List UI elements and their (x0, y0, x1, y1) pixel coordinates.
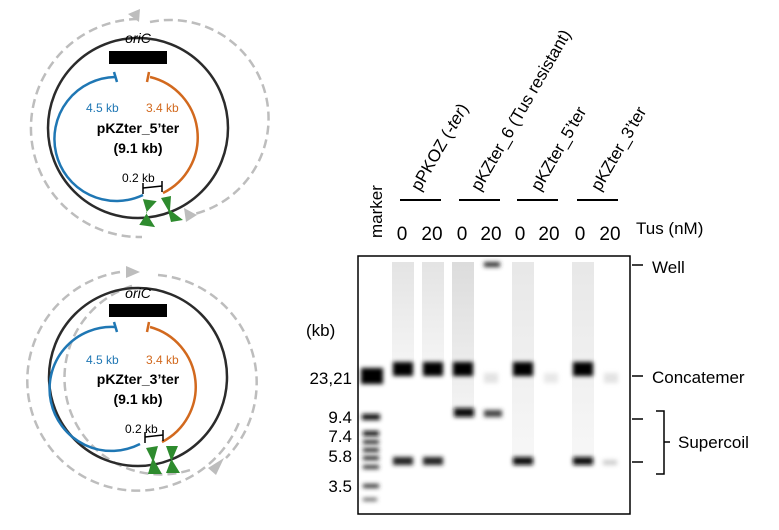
band-supercoil-large (454, 408, 474, 417)
band-supercoil (423, 457, 443, 465)
plasmid-name: pKZter_5’ter (97, 120, 180, 136)
well-label: Well (652, 258, 685, 277)
band-concatemer (453, 362, 473, 376)
oriC-box (109, 51, 167, 64)
oriC-label: oriC (125, 30, 152, 46)
conc-label: 20 (538, 224, 559, 245)
conc-label: 20 (480, 224, 501, 245)
band-supercoil-large (484, 410, 502, 417)
supercoil-label: Supercoil (678, 433, 749, 452)
plasmid-size: (9.1 kb) (113, 140, 162, 156)
size-marker-3-5: 3.5 (328, 477, 352, 496)
gel-panel: marker pPKOZ (-ter) pKZter_6 (Tus resist… (306, 26, 749, 515)
size-marker-23-21: 23,21 (309, 369, 352, 388)
plasmid-size: (9.1 kb) (113, 391, 162, 407)
group-label-pkzter3: pKZter_3’ter (587, 103, 650, 194)
group-label-ppkoz: pPKOZ (-ter) (407, 100, 472, 194)
left-arc-label: 4.5 kb (86, 101, 119, 115)
left-arc-label: 4.5 kb (86, 353, 119, 367)
arrowhead-icon (128, 9, 140, 22)
right-arc-label: 3.4 kb (146, 101, 179, 115)
blue-arc (48, 325, 141, 453)
gap-label: 0.2 kb (125, 422, 158, 436)
band-concatemer (513, 362, 533, 376)
oriC-box (109, 304, 167, 317)
group-label-pkzter5: pKZter_5’ter (527, 103, 590, 194)
ter-site-icon (146, 446, 162, 474)
dashed-replication-arc-inner (63, 284, 191, 476)
plasmid-name: pKZter_3’ter (97, 371, 180, 387)
dashed-replication-arc-outer (26, 270, 242, 492)
band-supercoil (573, 457, 593, 465)
dashed-replication-arc-right (149, 18, 270, 217)
dashed-replication-arc-right (157, 273, 258, 459)
conc-label: 0 (575, 224, 586, 245)
band-concatemer (573, 362, 593, 376)
band-supercoil (513, 457, 533, 465)
group-label-pkzter6: pKZter_6 (Tus resistant) (467, 26, 575, 194)
conc-label: 0 (515, 224, 526, 245)
marker-ladder (361, 368, 383, 501)
size-marker-7-4: 7.4 (328, 427, 352, 446)
plasmid-circle (46, 36, 230, 220)
orange-arc (149, 325, 197, 444)
plasmid-circle (47, 286, 229, 468)
size-marker-9-4: 9.4 (328, 408, 352, 427)
band-concatemer (393, 362, 413, 376)
band-well (484, 262, 500, 267)
arrowhead-icon (208, 458, 224, 475)
gap-label: 0.2 kb (122, 171, 155, 185)
orange-arc (149, 75, 199, 195)
supercoil-bracket (656, 410, 665, 475)
conc-label: 20 (421, 224, 442, 245)
size-marker-5-8: 5.8 (328, 447, 352, 466)
band-supercoil (393, 457, 413, 465)
oriC-label: oriC (125, 285, 152, 301)
arrowhead-icon (126, 266, 140, 278)
plasmid-bottom: oriC 0.2 kb 4.5 kb 3.4 kb pKZter_3’ter (… (26, 266, 258, 492)
conc-label: 0 (457, 224, 468, 245)
plasmid-top: oriC 0.2 kb 4.5 kb 3.4 kb pKZter_5’ter (… (29, 9, 270, 239)
ter-site-icon (161, 196, 183, 222)
ter-site-icon (139, 199, 157, 228)
band-concatemer (423, 362, 443, 376)
blue-arc (53, 75, 144, 203)
size-unit-label: (kb) (306, 321, 335, 340)
dashed-replication-arc-left (29, 17, 143, 239)
concatemer-label: Concatemer (652, 368, 745, 387)
arrowhead-icon (184, 208, 197, 222)
right-arc-label: 3.4 kb (146, 353, 179, 367)
conc-label: 20 (599, 224, 620, 245)
marker-lane-label: marker (367, 185, 386, 238)
tus-label: Tus (nM) (636, 219, 703, 238)
conc-label: 0 (397, 224, 408, 245)
ter-site-icon (166, 446, 180, 473)
